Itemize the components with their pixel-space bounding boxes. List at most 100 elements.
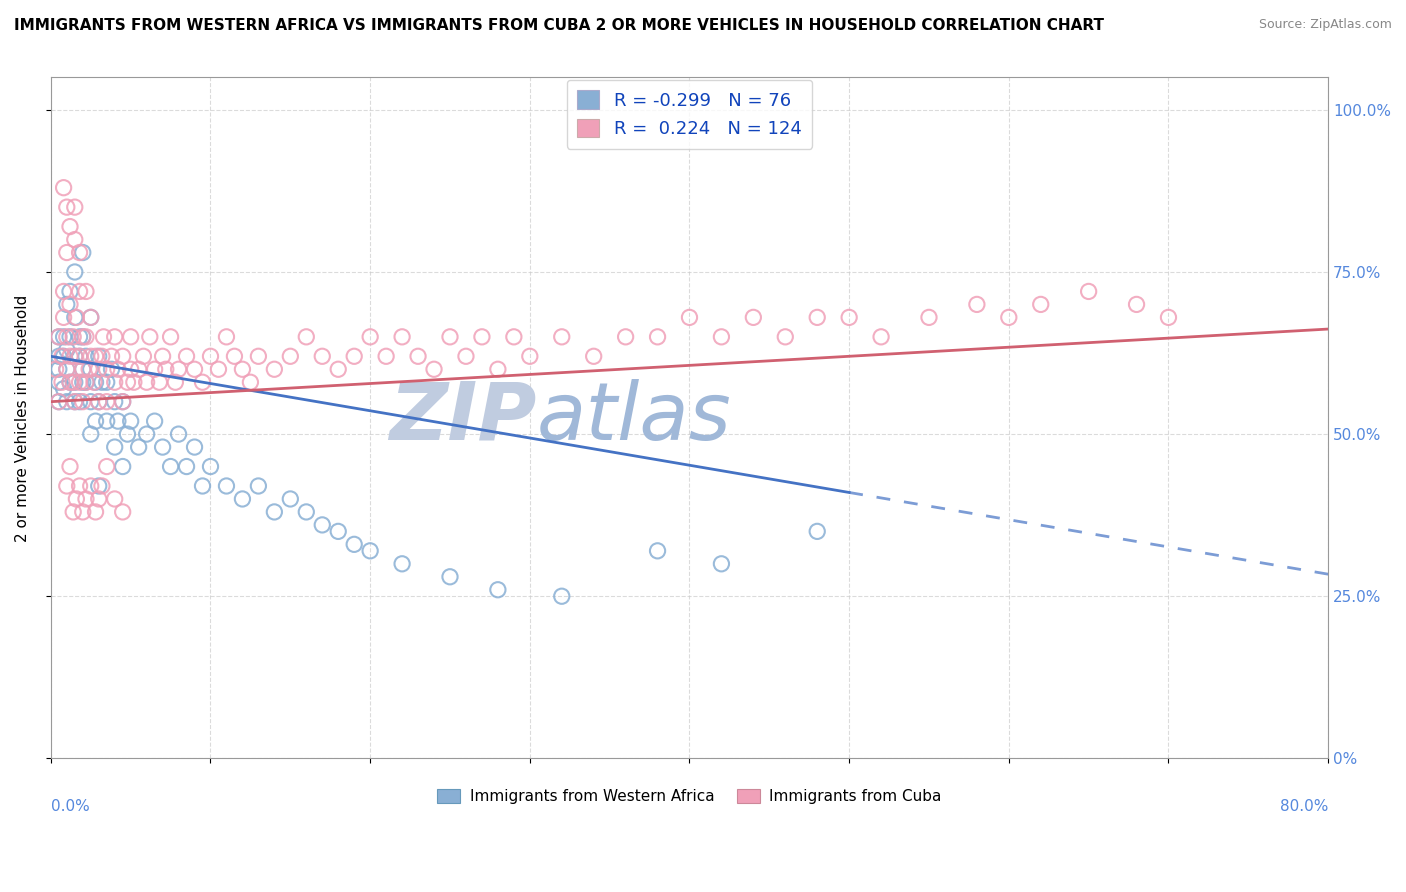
Point	[966, 297, 988, 311]
Point	[72, 362, 94, 376]
Point	[1029, 297, 1052, 311]
Point	[87, 491, 110, 506]
Point	[247, 349, 270, 363]
Point	[45, 362, 67, 376]
Point	[278, 491, 301, 506]
Point	[200, 459, 222, 474]
Point	[56, 200, 79, 214]
Point	[63, 376, 86, 390]
Point	[132, 349, 155, 363]
Point	[56, 394, 79, 409]
Point	[806, 310, 828, 325]
Point	[69, 376, 91, 390]
Point	[72, 330, 94, 344]
Point	[59, 459, 82, 474]
Point	[63, 394, 86, 409]
Point	[128, 440, 150, 454]
Point	[143, 362, 166, 376]
Point	[1157, 310, 1180, 325]
Point	[647, 330, 669, 344]
Point	[838, 310, 860, 325]
Point	[710, 330, 733, 344]
Point	[614, 330, 637, 344]
Point	[63, 349, 86, 363]
Point	[311, 517, 333, 532]
Point	[96, 459, 118, 474]
Point	[359, 544, 381, 558]
Point	[806, 524, 828, 539]
Point	[96, 362, 118, 376]
Point	[69, 330, 91, 344]
Point	[90, 479, 112, 493]
Point	[52, 180, 75, 194]
Point	[139, 330, 162, 344]
Point	[69, 245, 91, 260]
Point	[471, 330, 494, 344]
Point	[247, 479, 270, 493]
Point	[52, 349, 75, 363]
Point	[72, 330, 94, 344]
Point	[59, 285, 82, 299]
Point	[59, 330, 82, 344]
Text: Source: ZipAtlas.com: Source: ZipAtlas.com	[1258, 18, 1392, 31]
Point	[84, 376, 107, 390]
Point	[84, 414, 107, 428]
Point	[104, 394, 127, 409]
Point	[69, 394, 91, 409]
Point	[75, 330, 97, 344]
Point	[582, 349, 605, 363]
Text: ZIP: ZIP	[389, 379, 536, 457]
Point	[207, 362, 229, 376]
Point	[120, 414, 142, 428]
Point	[59, 376, 82, 390]
Point	[155, 362, 177, 376]
Y-axis label: 2 or more Vehicles in Household: 2 or more Vehicles in Household	[15, 294, 30, 541]
Point	[69, 285, 91, 299]
Point	[1077, 285, 1099, 299]
Point	[63, 200, 86, 214]
Point	[239, 376, 262, 390]
Point	[69, 479, 91, 493]
Point	[52, 330, 75, 344]
Point	[742, 310, 765, 325]
Point	[59, 219, 82, 234]
Point	[1125, 297, 1147, 311]
Point	[328, 524, 350, 539]
Point	[104, 330, 127, 344]
Point	[48, 394, 70, 409]
Point	[224, 349, 246, 363]
Point	[96, 414, 118, 428]
Point	[775, 330, 797, 344]
Text: 80.0%: 80.0%	[1279, 799, 1329, 814]
Point	[107, 414, 129, 428]
Point	[96, 376, 118, 390]
Point	[80, 427, 103, 442]
Point	[59, 297, 82, 311]
Point	[143, 414, 166, 428]
Point	[159, 330, 181, 344]
Point	[122, 376, 145, 390]
Point	[311, 349, 333, 363]
Point	[502, 330, 524, 344]
Point	[62, 505, 84, 519]
Point	[111, 505, 134, 519]
Point	[439, 330, 461, 344]
Point	[295, 330, 318, 344]
Point	[263, 362, 285, 376]
Point	[191, 376, 214, 390]
Point	[263, 505, 285, 519]
Point	[135, 427, 157, 442]
Point	[231, 362, 253, 376]
Point	[63, 349, 86, 363]
Point	[84, 505, 107, 519]
Point	[551, 330, 574, 344]
Point	[359, 330, 381, 344]
Point	[80, 362, 103, 376]
Point	[117, 376, 139, 390]
Point	[176, 459, 198, 474]
Point	[80, 310, 103, 325]
Point	[120, 330, 142, 344]
Text: atlas: atlas	[536, 379, 731, 457]
Point	[100, 349, 122, 363]
Point	[343, 537, 366, 551]
